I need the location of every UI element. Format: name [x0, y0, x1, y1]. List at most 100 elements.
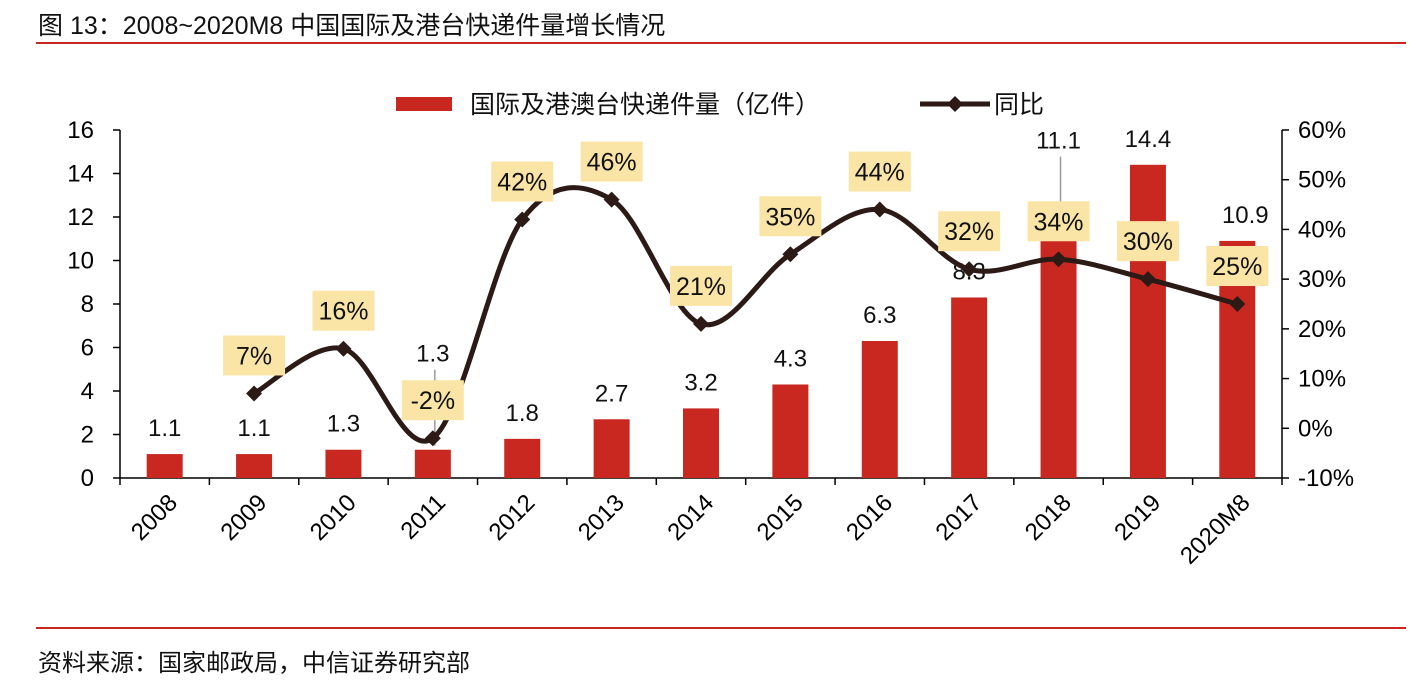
bar: [236, 454, 273, 478]
yoy-label-box: [1206, 246, 1269, 286]
left-tick-label: 8: [81, 291, 94, 318]
x-tick-label: 2014: [662, 489, 719, 546]
yoy-marker: [424, 430, 441, 447]
x-tick-label: 2012: [484, 489, 541, 546]
yoy-label: 35%: [765, 203, 815, 231]
yoy-marker: [246, 385, 263, 402]
left-tick-label: 14: [67, 161, 94, 188]
bar-value-label: 1.3: [327, 411, 360, 438]
yoy-marker: [335, 340, 352, 357]
yoy-marker: [693, 315, 709, 332]
legend-line-marker: [947, 96, 963, 112]
yoy-marker: [871, 201, 888, 218]
yoy-line: [252, 185, 1238, 444]
bar-value-label: 1.3: [416, 341, 449, 368]
bar-value-label: 1.1: [237, 415, 270, 442]
yoy-label: -2%: [411, 387, 455, 415]
source-note: 资料来源：国家邮政局，中信证券研究部: [38, 650, 470, 677]
yoy-label-box: [401, 380, 464, 421]
bar: [1040, 236, 1077, 478]
bar-value-label: 14.4: [1125, 126, 1172, 153]
yoy-label-box: [491, 161, 554, 202]
x-tick-label: 2015: [752, 489, 809, 546]
x-tick-label: 2011: [396, 489, 452, 545]
left-tick-label: 12: [67, 204, 94, 231]
yoy-label-box: [759, 196, 822, 237]
yoy-marker: [1229, 296, 1246, 312]
right-tick-label: -10%: [1298, 465, 1354, 492]
yoy-label: 21%: [676, 273, 726, 301]
bar-value-label: 10.9: [1222, 202, 1269, 229]
left-tick-label: 2: [81, 422, 94, 449]
yoy-label-box: [938, 211, 1001, 252]
yoy-label: 34%: [1034, 208, 1084, 236]
yoy-label: 46%: [587, 149, 637, 177]
right-tick-label: 20%: [1298, 316, 1346, 343]
bottom-rule: [36, 627, 1406, 629]
right-tick-label: 30%: [1298, 266, 1346, 293]
x-tick-label: 2017: [931, 489, 988, 546]
right-tick-label: 50%: [1298, 167, 1346, 194]
left-tick-label: 6: [81, 335, 94, 362]
yoy-label: 44%: [855, 159, 905, 187]
yoy-label-box: [312, 290, 375, 331]
yoy-marker: [1139, 271, 1156, 288]
bar-value-label: 11.1: [1036, 128, 1081, 155]
yoy-label: 25%: [1212, 253, 1262, 281]
bar: [683, 408, 719, 478]
bar: [861, 340, 898, 478]
yoy-label: 30%: [1123, 228, 1173, 256]
top-rule: [36, 42, 1406, 44]
bar: [772, 384, 809, 478]
left-tick-label: 10: [67, 248, 94, 275]
right-tick-label: 10%: [1298, 366, 1346, 393]
bar: [146, 454, 183, 478]
yoy-label: 42%: [497, 168, 547, 196]
x-tick-label: 2009: [215, 489, 272, 546]
yoy-marker: [961, 261, 978, 278]
yoy-label-box: [670, 265, 732, 306]
yoy-marker: [603, 191, 620, 208]
yoy-label-box: [1027, 201, 1090, 242]
yoy-marker: [782, 246, 799, 263]
x-tick-label: 2019: [1109, 489, 1166, 546]
right-tick-label: 40%: [1298, 216, 1346, 243]
x-tick-label: 2008: [126, 489, 183, 546]
figure-title: 图 13：2008~2020M8 中国国际及港台快递件量增长情况: [38, 12, 666, 40]
bar: [593, 419, 630, 478]
yoy-marker: [514, 211, 531, 228]
bar: [325, 449, 362, 478]
x-tick-label: 2020M8: [1175, 489, 1255, 569]
bar: [504, 438, 541, 478]
left-tick-label: 0: [81, 465, 94, 492]
bar-value-label: 2.7: [595, 380, 628, 407]
bar-value-label: 4.3: [774, 345, 807, 372]
yoy-label-box: [223, 335, 286, 376]
x-tick-label: 2013: [573, 489, 630, 546]
legend-bar-swatch: [396, 97, 452, 111]
left-tick-label: 16: [67, 117, 94, 144]
legend-bar-label: 国际及港澳台快递件量（亿件）: [470, 91, 820, 119]
bar-value-label: 3.2: [684, 369, 717, 396]
yoy-label: 16%: [318, 298, 368, 326]
x-tick-label: 2016: [841, 489, 898, 546]
bar-value-label: 6.3: [863, 302, 896, 329]
yoy-label: 7%: [236, 342, 272, 370]
left-tick-label: 4: [81, 378, 94, 405]
bar: [414, 449, 451, 478]
yoy-label-box: [1116, 221, 1179, 262]
bar: [1129, 164, 1166, 479]
yoy-marker: [1050, 251, 1067, 268]
x-tick-label: 2010: [305, 489, 362, 546]
right-tick-label: 60%: [1298, 117, 1346, 144]
legend-line-label: 同比: [994, 91, 1044, 119]
bar-value-label: 1.1: [148, 415, 181, 442]
bar: [951, 297, 988, 478]
right-tick-label: 0%: [1298, 415, 1333, 442]
bar-value-label: 1.8: [506, 400, 539, 427]
yoy-label-box: [848, 151, 911, 192]
yoy-label: 32%: [944, 218, 994, 246]
x-tick-label: 2018: [1020, 489, 1077, 546]
yoy-label-box: [580, 141, 643, 182]
